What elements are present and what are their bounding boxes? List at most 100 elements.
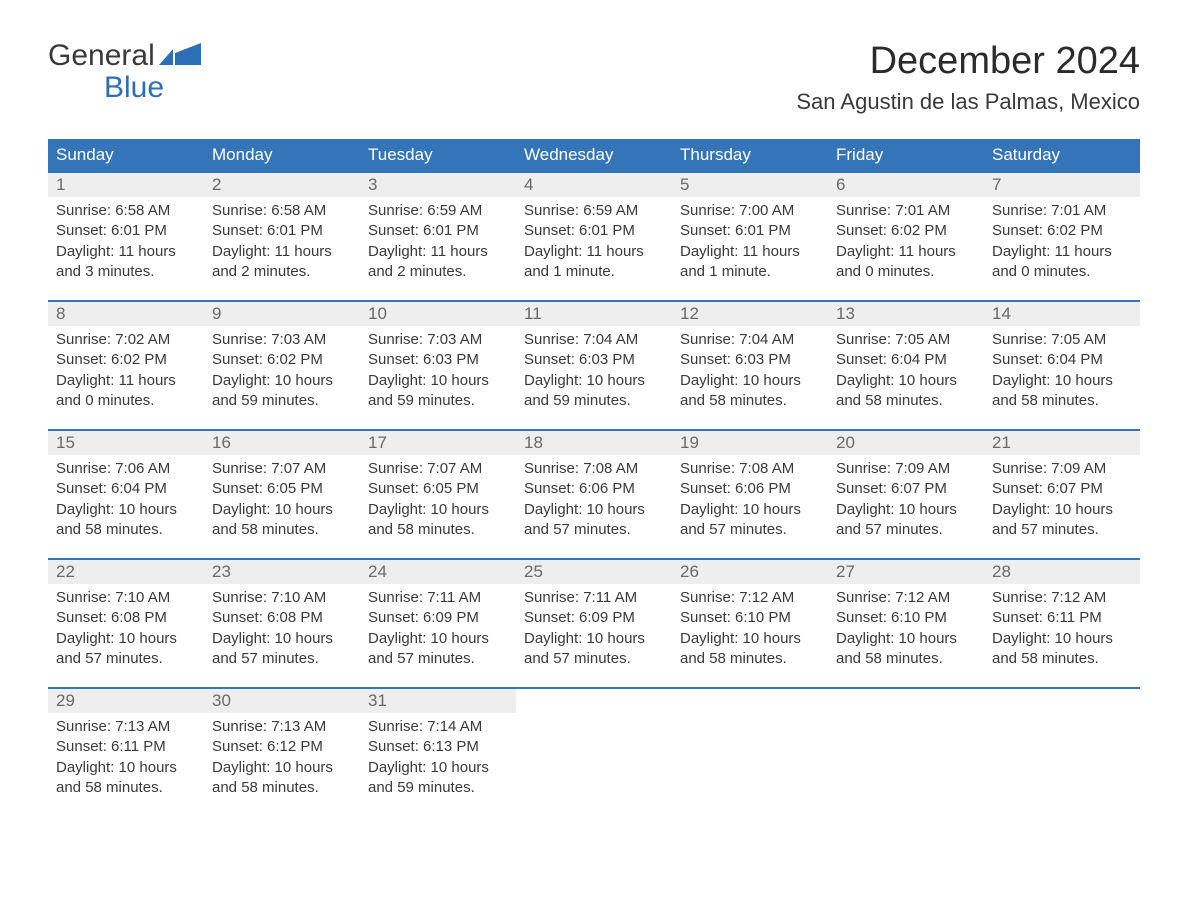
sunrise-text: Sunrise: 7:10 AM [56, 588, 196, 608]
sunrise-text: Sunrise: 7:07 AM [212, 459, 352, 479]
calendar-day-cell: 3Sunrise: 6:59 AMSunset: 6:01 PMDaylight… [360, 172, 516, 301]
calendar-day-cell: 25Sunrise: 7:11 AMSunset: 6:09 PMDayligh… [516, 559, 672, 688]
daylight-text-1: Daylight: 10 hours [212, 758, 352, 778]
sunset-text: Sunset: 6:01 PM [212, 221, 352, 241]
daylight-text-2: and 2 minutes. [212, 262, 352, 282]
weekday-header: Thursday [672, 139, 828, 172]
calendar-day-cell: 13Sunrise: 7:05 AMSunset: 6:04 PMDayligh… [828, 301, 984, 430]
calendar-day-cell: 7Sunrise: 7:01 AMSunset: 6:02 PMDaylight… [984, 172, 1140, 301]
sunrise-text: Sunrise: 7:11 AM [368, 588, 508, 608]
day-number: 19 [672, 431, 828, 455]
daylight-text-2: and 57 minutes. [992, 520, 1132, 540]
sunset-text: Sunset: 6:06 PM [524, 479, 664, 499]
calendar-day-cell: 18Sunrise: 7:08 AMSunset: 6:06 PMDayligh… [516, 430, 672, 559]
calendar-day-cell: 31Sunrise: 7:14 AMSunset: 6:13 PMDayligh… [360, 688, 516, 816]
daylight-text-2: and 59 minutes. [212, 391, 352, 411]
calendar-day-cell [672, 688, 828, 816]
day-body: Sunrise: 7:12 AMSunset: 6:11 PMDaylight:… [984, 584, 1140, 669]
sunset-text: Sunset: 6:04 PM [56, 479, 196, 499]
sunset-text: Sunset: 6:05 PM [368, 479, 508, 499]
day-number: 4 [516, 173, 672, 197]
daylight-text-1: Daylight: 10 hours [680, 371, 820, 391]
daylight-text-2: and 57 minutes. [524, 649, 664, 669]
sunset-text: Sunset: 6:11 PM [992, 608, 1132, 628]
calendar-day-cell: 11Sunrise: 7:04 AMSunset: 6:03 PMDayligh… [516, 301, 672, 430]
calendar-day-cell: 9Sunrise: 7:03 AMSunset: 6:02 PMDaylight… [204, 301, 360, 430]
sunset-text: Sunset: 6:09 PM [524, 608, 664, 628]
calendar-week-row: 22Sunrise: 7:10 AMSunset: 6:08 PMDayligh… [48, 559, 1140, 688]
page-header: General Blue December 2024 San Agustin d… [48, 40, 1140, 115]
daylight-text-1: Daylight: 10 hours [992, 629, 1132, 649]
sunrise-text: Sunrise: 7:08 AM [680, 459, 820, 479]
calendar-day-cell: 22Sunrise: 7:10 AMSunset: 6:08 PMDayligh… [48, 559, 204, 688]
weekday-header: Sunday [48, 139, 204, 172]
sunrise-text: Sunrise: 7:01 AM [836, 201, 976, 221]
page-title: December 2024 [796, 40, 1140, 83]
day-body: Sunrise: 7:13 AMSunset: 6:11 PMDaylight:… [48, 713, 204, 798]
logo-text-top: General [48, 40, 155, 72]
sunrise-text: Sunrise: 7:04 AM [680, 330, 820, 350]
day-number: 26 [672, 560, 828, 584]
sunrise-text: Sunrise: 7:03 AM [368, 330, 508, 350]
day-number: 13 [828, 302, 984, 326]
calendar-day-cell: 19Sunrise: 7:08 AMSunset: 6:06 PMDayligh… [672, 430, 828, 559]
calendar-week-row: 29Sunrise: 7:13 AMSunset: 6:11 PMDayligh… [48, 688, 1140, 816]
daylight-text-1: Daylight: 10 hours [524, 629, 664, 649]
calendar-day-cell: 16Sunrise: 7:07 AMSunset: 6:05 PMDayligh… [204, 430, 360, 559]
calendar-day-cell: 17Sunrise: 7:07 AMSunset: 6:05 PMDayligh… [360, 430, 516, 559]
day-number: 14 [984, 302, 1140, 326]
daylight-text-1: Daylight: 10 hours [680, 629, 820, 649]
sunset-text: Sunset: 6:10 PM [680, 608, 820, 628]
daylight-text-1: Daylight: 11 hours [836, 242, 976, 262]
daylight-text-2: and 58 minutes. [56, 778, 196, 798]
daylight-text-1: Daylight: 11 hours [56, 371, 196, 391]
calendar-day-cell [984, 688, 1140, 816]
sunset-text: Sunset: 6:11 PM [56, 737, 196, 757]
daylight-text-1: Daylight: 10 hours [992, 371, 1132, 391]
daylight-text-2: and 0 minutes. [836, 262, 976, 282]
day-number: 17 [360, 431, 516, 455]
day-number: 6 [828, 173, 984, 197]
sunrise-text: Sunrise: 7:13 AM [56, 717, 196, 737]
sunrise-text: Sunrise: 7:12 AM [680, 588, 820, 608]
sunset-text: Sunset: 6:01 PM [680, 221, 820, 241]
calendar-day-cell: 6Sunrise: 7:01 AMSunset: 6:02 PMDaylight… [828, 172, 984, 301]
daylight-text-1: Daylight: 10 hours [56, 758, 196, 778]
day-body: Sunrise: 7:05 AMSunset: 6:04 PMDaylight:… [984, 326, 1140, 411]
page-subtitle: San Agustin de las Palmas, Mexico [796, 89, 1140, 115]
calendar-day-cell [516, 688, 672, 816]
daylight-text-2: and 58 minutes. [680, 649, 820, 669]
day-body: Sunrise: 6:59 AMSunset: 6:01 PMDaylight:… [516, 197, 672, 282]
sunset-text: Sunset: 6:02 PM [992, 221, 1132, 241]
day-body: Sunrise: 7:08 AMSunset: 6:06 PMDaylight:… [672, 455, 828, 540]
sunrise-text: Sunrise: 6:59 AM [368, 201, 508, 221]
calendar-table: Sunday Monday Tuesday Wednesday Thursday… [48, 139, 1140, 816]
day-body: Sunrise: 7:07 AMSunset: 6:05 PMDaylight:… [360, 455, 516, 540]
calendar-day-cell: 24Sunrise: 7:11 AMSunset: 6:09 PMDayligh… [360, 559, 516, 688]
header-right: December 2024 San Agustin de las Palmas,… [796, 40, 1140, 115]
sunrise-text: Sunrise: 7:00 AM [680, 201, 820, 221]
day-body: Sunrise: 7:03 AMSunset: 6:03 PMDaylight:… [360, 326, 516, 411]
sunrise-text: Sunrise: 7:09 AM [836, 459, 976, 479]
day-body: Sunrise: 7:04 AMSunset: 6:03 PMDaylight:… [672, 326, 828, 411]
sunrise-text: Sunrise: 7:12 AM [992, 588, 1132, 608]
day-body: Sunrise: 7:10 AMSunset: 6:08 PMDaylight:… [204, 584, 360, 669]
sunrise-text: Sunrise: 6:59 AM [524, 201, 664, 221]
weekday-header: Saturday [984, 139, 1140, 172]
daylight-text-2: and 57 minutes. [680, 520, 820, 540]
day-number: 11 [516, 302, 672, 326]
daylight-text-2: and 58 minutes. [212, 778, 352, 798]
day-number: 28 [984, 560, 1140, 584]
day-body: Sunrise: 7:12 AMSunset: 6:10 PMDaylight:… [828, 584, 984, 669]
sunset-text: Sunset: 6:01 PM [524, 221, 664, 241]
sunrise-text: Sunrise: 7:09 AM [992, 459, 1132, 479]
sunset-text: Sunset: 6:03 PM [680, 350, 820, 370]
daylight-text-2: and 1 minute. [524, 262, 664, 282]
daylight-text-2: and 57 minutes. [836, 520, 976, 540]
daylight-text-1: Daylight: 10 hours [992, 500, 1132, 520]
daylight-text-2: and 58 minutes. [680, 391, 820, 411]
day-body: Sunrise: 7:01 AMSunset: 6:02 PMDaylight:… [828, 197, 984, 282]
weekday-header: Tuesday [360, 139, 516, 172]
calendar-day-cell: 30Sunrise: 7:13 AMSunset: 6:12 PMDayligh… [204, 688, 360, 816]
sunset-text: Sunset: 6:03 PM [524, 350, 664, 370]
